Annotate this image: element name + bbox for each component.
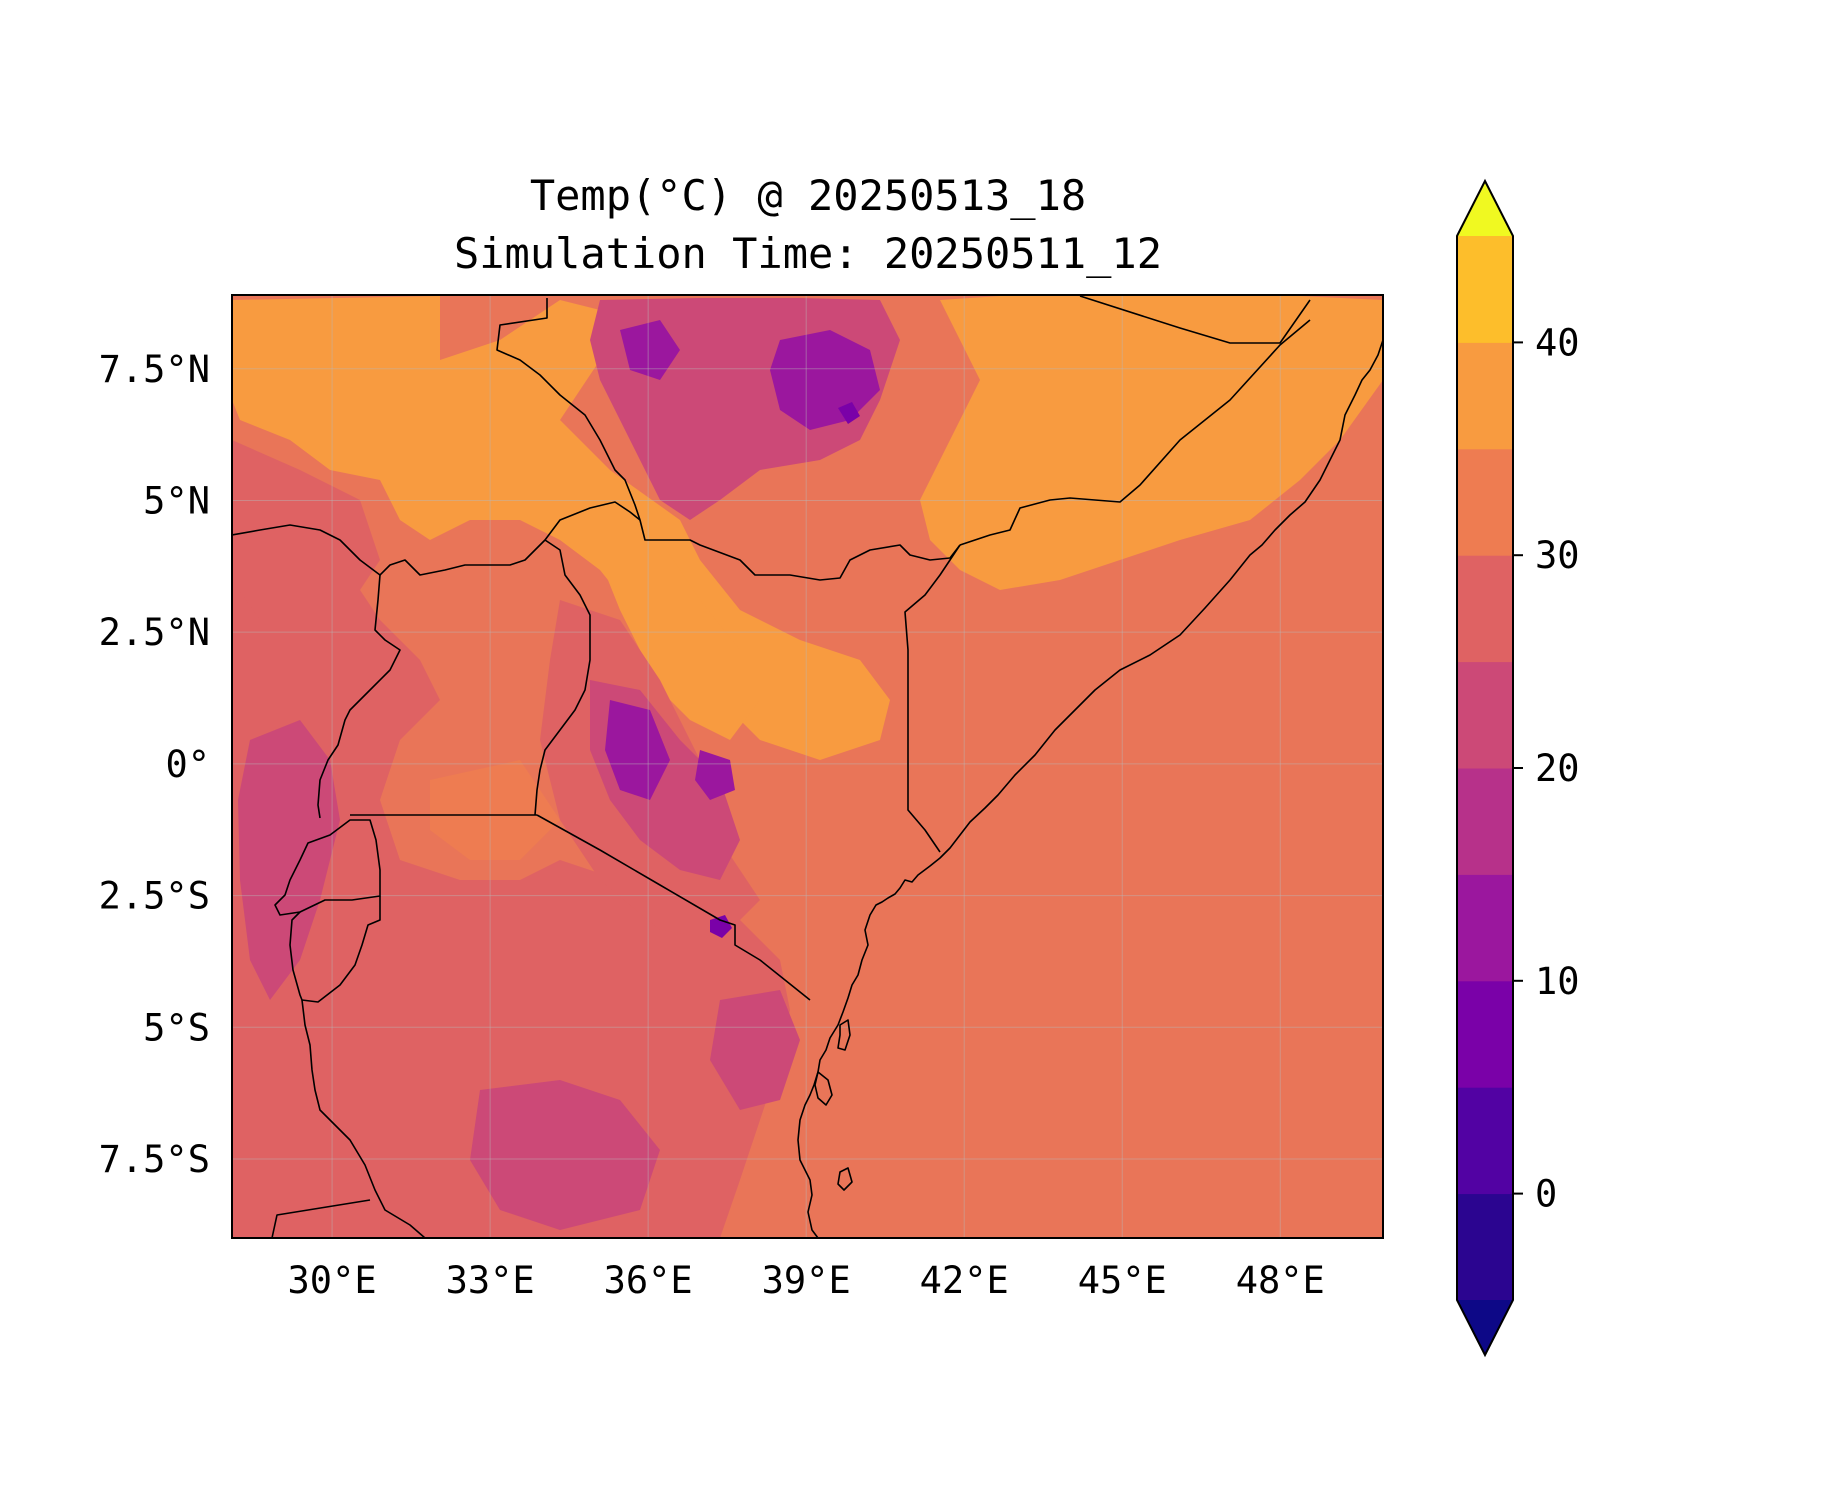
y-tick-label: 7.5°S (99, 1138, 210, 1181)
colorbar-outline (1456, 178, 1514, 1358)
y-tick-label: 5°N (143, 479, 210, 522)
y-axis-ticks: 7.5°N 5°N 2.5°N 0° 2.5°S 5°S 7.5°S (99, 348, 210, 1181)
border-zambia-malawi (271, 1199, 371, 1238)
cool-region-tanzania-south (470, 990, 800, 1230)
colorbar-segment (1457, 236, 1513, 343)
colorbar-tick-label: 20 (1535, 747, 1580, 790)
colorbar-tick-label: 10 (1535, 960, 1580, 1003)
colorbar-over-extension (1457, 181, 1513, 236)
colorbar-tick-label: 40 (1535, 321, 1580, 364)
mild-region-great-lakes (232, 520, 790, 1238)
warm-region-northeast (920, 296, 1383, 590)
colorbar: 0 10 20 30 40 (1456, 178, 1580, 1358)
colorbar-segment (1457, 1193, 1513, 1301)
island-pemba (837, 1019, 851, 1051)
border-kenya-tanzania (536, 814, 811, 1001)
country-borders (232, 295, 1311, 1238)
border-kenya-somalia (904, 544, 961, 853)
colorbar-segment (1457, 342, 1513, 450)
border-south-sudan-east (496, 298, 961, 581)
border-burundi-tanzania (289, 896, 381, 1003)
y-tick-label: 2.5°S (99, 875, 210, 918)
y-tick-label: 7.5°N (99, 348, 210, 391)
coastline (797, 339, 1383, 1238)
island-mafia (837, 1167, 853, 1191)
border-uganda-kenya (534, 539, 591, 816)
colorbar-segment (1457, 661, 1513, 769)
x-tick-label: 48°E (1236, 1259, 1325, 1302)
border-somaliland (1079, 295, 1311, 344)
border-south-sudan-uganda (232, 501, 641, 576)
x-tick-label: 42°E (920, 1259, 1009, 1302)
x-tick-label: 39°E (762, 1259, 851, 1302)
cold-region-kenya-peaks (605, 700, 735, 800)
colorbar-under-extension (1457, 1300, 1513, 1355)
y-tick-label: 2.5°N (99, 611, 210, 654)
y-tick-label: 5°S (143, 1006, 210, 1049)
y-tick-label: 0° (165, 743, 210, 786)
title-line-2: Simulation Time: 20250511_12 (454, 229, 1162, 278)
temperature-field (232, 296, 1383, 1238)
cool-region-rift-west (238, 720, 340, 1000)
warm-region-highlands-strip (600, 500, 760, 740)
gridlines (232, 295, 1383, 1238)
colorbar-tick-label: 0 (1535, 1173, 1557, 1216)
colorbar-segment (1457, 555, 1513, 663)
map-frame (231, 294, 1384, 1239)
border-tanzania-west (301, 999, 426, 1238)
colorbar-segment (1457, 1087, 1513, 1195)
colorbar-segment (1457, 874, 1513, 982)
x-axis-ticks: 30°E 33°E 36°E 39°E 42°E 45°E 48°E (288, 1259, 1325, 1302)
mild-region-west-uganda (232, 440, 380, 640)
colorbar-segment (1457, 768, 1513, 875)
island-zanzibar (814, 1071, 833, 1106)
title-line-1: Temp(°C) @ 20250513_18 (530, 171, 1086, 220)
x-tick-label: 45°E (1078, 1259, 1167, 1302)
border-rwanda-burundi (274, 819, 381, 916)
x-tick-label: 33°E (446, 1259, 535, 1302)
border-ethiopia-somalia (959, 319, 1311, 546)
x-tick-label: 30°E (288, 1259, 377, 1302)
colorbar-segment (1457, 448, 1513, 556)
colorbar-segment (1457, 980, 1513, 1088)
border-uganda-drc (317, 574, 401, 819)
colorbar-tick-label: 30 (1535, 534, 1580, 577)
map-panel (232, 295, 1383, 1238)
cold-region-ethiopian-peaks (620, 320, 880, 430)
x-tick-label: 36°E (604, 1259, 693, 1302)
